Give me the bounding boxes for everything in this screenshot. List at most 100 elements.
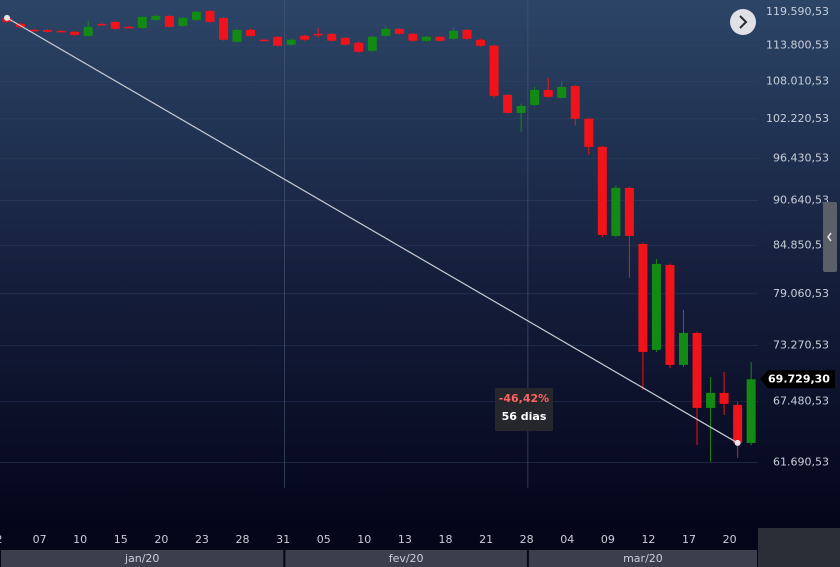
candle-body [151,15,161,20]
y-tick-label: 84.850,53 [773,239,829,252]
measure-duration: 56 dias [502,410,547,423]
month-label: fev/20 [389,552,424,565]
month-segment [528,550,757,567]
x-tick-label: 28 [236,533,250,546]
candle-body [286,39,296,45]
y-tick-label: 90.640,53 [773,194,829,207]
candle-body [97,23,107,26]
y-tick-label: 73.270,53 [773,339,829,352]
y-tick-label: 113.800,53 [766,39,829,52]
y-tick-label: 102.220,53 [766,112,829,125]
x-tick-label: 28 [520,533,534,546]
candle-body [476,39,486,46]
candle-body [394,28,404,34]
last-price-label: 69.729,30 [768,372,830,385]
scroll-right-button[interactable] [730,9,756,35]
x-tick-label: 17 [682,533,696,546]
side-panel-tab[interactable] [823,202,837,272]
x-tick-label: 07 [33,533,47,546]
x-tick-label: 21 [479,533,493,546]
candle-body [557,86,567,98]
candle-body [178,17,188,26]
candle-body [665,264,675,365]
candle-body [516,105,526,113]
side-tab[interactable] [823,202,837,272]
scroll-button[interactable] [730,9,756,35]
y-tick-label: 79.060,53 [773,287,829,300]
measure-line [6,17,738,444]
measure-end [734,439,741,446]
x-tick-label: 04 [560,533,574,546]
y-tick-label: 67.480,53 [773,395,829,408]
candle-body [733,404,743,443]
x-tick-label: 18 [438,533,452,546]
candle-body [503,94,513,113]
y-tick-label: 108.010,53 [766,74,829,87]
month-segment [285,550,527,567]
candle-body [692,332,702,408]
candle-body [706,392,716,408]
candle-body [124,26,134,29]
candle-body [651,263,661,350]
candle-body [205,10,215,22]
month-bar: jan/20 fev/20 mar/20 [1,550,757,567]
candle-body [191,11,201,20]
x-tick-label: 15 [114,533,128,546]
month-segment [1,550,284,567]
candle-body [421,36,431,41]
candle-body [408,33,418,41]
candle-body [29,29,39,32]
plot-background [0,0,840,527]
x-tick-label: 13 [398,533,412,546]
candle-body [259,39,269,42]
candle-body [638,243,648,352]
candle-body [327,33,337,41]
candle-body [746,379,756,443]
x-tick-label: 09 [601,533,615,546]
candle-body [435,36,445,41]
overlay: -46,42% 56 dias [4,14,741,446]
corner-block [758,528,840,567]
candle-body [489,45,499,96]
x-tick-label: 20 [154,533,168,546]
candle-body [83,26,93,36]
candle-body [570,85,580,119]
candle-body [462,29,472,39]
candle-body [448,30,458,39]
y-tick-label: 61.690,53 [773,456,829,469]
candle-body [597,146,607,235]
candle-body [381,28,391,36]
candle-body [246,29,256,36]
candle-body [218,17,228,40]
last-price-tag [760,370,835,389]
candle-body [530,89,540,105]
x-tick-label: 20 [723,533,737,546]
candle-body [110,21,120,29]
candle-body [137,16,147,28]
x-tick-label: 10 [357,533,371,546]
chevron-right [739,15,748,29]
candle-body [56,30,66,33]
candle-body [367,36,377,51]
y-tick-label: 119.590,53 [766,5,829,18]
candle-body [232,29,242,42]
measure-start [4,14,10,21]
x-tick-label: 12 [641,533,655,546]
candle-body [543,89,553,97]
candle-body [300,35,310,40]
x-tick-label: 2 [0,533,3,546]
candle-body [164,15,174,27]
month-label: mar/20 [623,552,663,565]
candle-body [273,36,283,46]
candle-body [679,332,688,365]
candles [2,9,756,462]
candle-body [313,33,323,36]
y-tick-label: 96.430,53 [773,152,829,165]
candle-body [719,392,729,404]
x-tick-label: 10 [73,533,87,546]
x-tick-label: 23 [195,533,209,546]
candle-body [624,187,634,236]
measure-box [495,388,553,431]
